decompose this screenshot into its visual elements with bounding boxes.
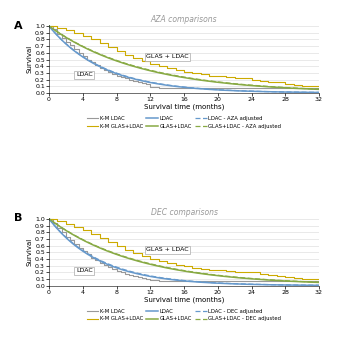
Y-axis label: Survival: Survival (26, 45, 32, 73)
Text: GLAS + LDAC: GLAS + LDAC (146, 54, 189, 59)
X-axis label: Survival time (months): Survival time (months) (144, 296, 224, 303)
X-axis label: Survival time (months): Survival time (months) (144, 103, 224, 110)
Title: AZA comparisons: AZA comparisons (151, 15, 217, 24)
Title: DEC comparisons: DEC comparisons (150, 208, 218, 217)
Y-axis label: Survival: Survival (26, 238, 32, 266)
Legend: K-M LDAC, K-M GLAS+LDAC, LDAC, GLAS+LDAC, LDAC - DEC adjusted, GLAS+LDAC - DEC a: K-M LDAC, K-M GLAS+LDAC, LDAC, GLAS+LDAC… (87, 309, 281, 321)
Text: B: B (14, 214, 22, 223)
Text: LDAC: LDAC (76, 269, 93, 274)
Text: A: A (14, 21, 23, 31)
Legend: K-M LDAC, K-M GLAS+LDAC, LDAC, GLAS+LDAC, LDAC - AZA adjusted, GLAS+LDAC - AZA a: K-M LDAC, K-M GLAS+LDAC, LDAC, GLAS+LDAC… (87, 116, 281, 128)
Text: GLAS + LDAC: GLAS + LDAC (146, 247, 189, 252)
Text: LDAC: LDAC (76, 72, 93, 77)
